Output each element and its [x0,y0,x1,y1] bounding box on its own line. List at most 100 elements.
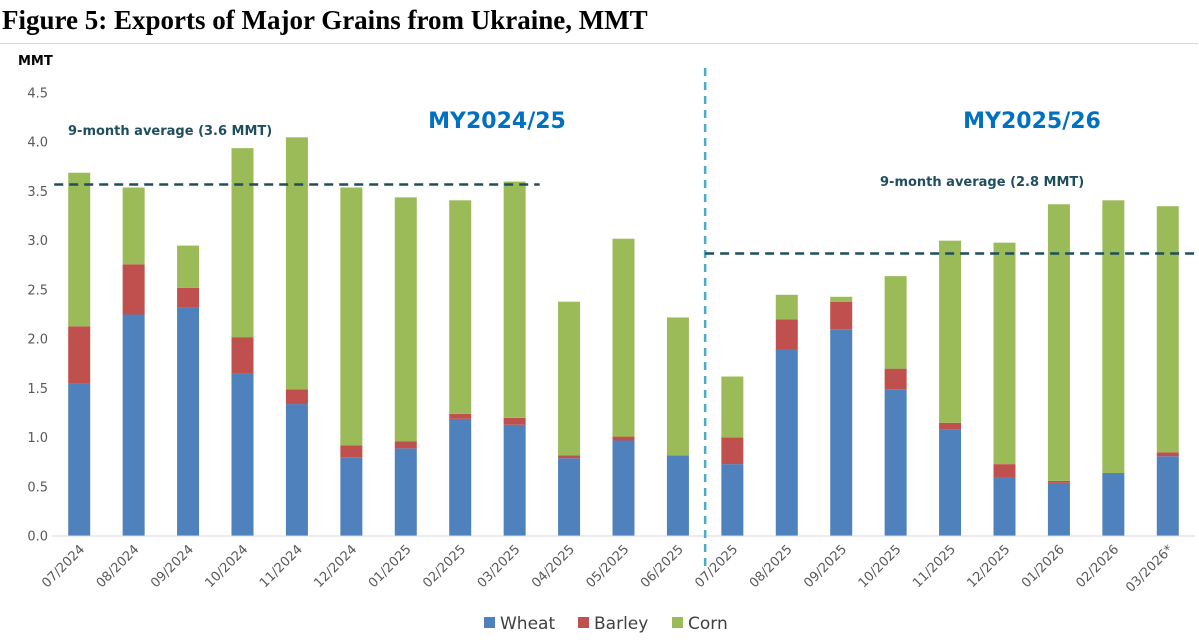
x-tick-label: 08/2024 [94,542,143,591]
legend-label: Corn [688,614,728,634]
x-tick-label: 07/2024 [39,542,88,591]
bar-segment-barley [68,326,91,384]
legend-swatch-barley [578,617,589,628]
y-tick-label: 0.0 [27,530,48,545]
bar-segment-barley [884,368,907,390]
y-tick-label: 0.5 [27,480,48,495]
bar-segment-wheat [340,457,363,536]
y-tick-label: 2.0 [27,333,48,348]
bar-segment-barley [340,445,363,458]
y-tick-label: 1.0 [27,431,48,446]
x-tick-label: 12/2024 [311,542,360,591]
y-tick-label: 4.0 [27,136,48,151]
bar-segment-wheat [285,404,308,536]
bar-segment-corn [503,181,526,418]
x-tick-label: 02/2025 [420,542,469,591]
x-tick-label: 07/2025 [692,542,741,591]
y-tick-label: 3.5 [27,185,48,200]
y-tick-label: 1.5 [27,382,48,397]
y-tick-label: 2.5 [27,283,48,298]
bar-segment-barley [1156,452,1179,457]
chart-frame [0,43,1198,639]
bar-segment-corn [558,301,581,456]
bar-segment-corn [177,245,200,288]
bar-segment-corn [612,238,635,437]
bar-segment-wheat [122,314,145,536]
bar-segment-wheat [1047,482,1070,536]
bar-segment-wheat [558,458,581,536]
bar-segment-corn [1156,206,1179,453]
x-tick-label: 04/2025 [529,542,578,591]
y-tick-label: 4.5 [27,87,48,102]
x-tick-label: 10/2024 [203,542,252,591]
legend-label: Barley [594,614,648,634]
bar-segment-wheat [721,464,744,536]
x-axis-ticks: 07/2024 08/2024 09/2024 10/2024 11/2024 12/20… [39,542,1177,596]
bar-segment-barley [939,422,962,430]
x-tick-label: 10/2025 [856,542,905,591]
x-tick-label: 02/2026 [1073,542,1122,591]
bar-segment-corn [394,197,417,442]
bars [68,137,1179,536]
figure-title: Figure 5: Exports of Major Grains from U… [2,5,648,35]
annotations: MY2024/25 MY2025/26 9-month average (3.6 M… [52,68,1195,568]
bar-segment-wheat [666,455,689,536]
bar-segment-barley [830,301,853,330]
bar-segment-wheat [231,373,254,536]
bar-segment-corn [884,276,907,369]
bar-segment-wheat [884,389,907,536]
legend-swatch-wheat [484,617,495,628]
x-tick-label: 09/2025 [801,542,850,591]
bar-segment-corn [231,148,254,338]
bar-segment-corn [122,187,145,265]
x-tick-label: 03/2025 [475,542,524,591]
bar-segment-wheat [68,383,91,536]
bar-segment-corn [830,296,853,302]
legend-swatch-corn [672,617,683,628]
bar-segment-corn [285,137,308,390]
bar-segment-corn [666,317,689,456]
bar-segment-barley [1047,480,1070,483]
bar-segment-wheat [394,448,417,536]
bar-segment-corn [775,294,798,320]
bar-segment-barley [285,389,308,405]
bar-segment-corn [340,187,363,446]
bar-segment-barley [122,264,145,315]
bar-segment-barley [775,319,798,350]
bar-segment-corn [939,240,962,423]
bar-segment-corn [1102,200,1125,473]
bar-segment-wheat [830,329,853,536]
x-tick-label: 11/2025 [910,542,959,591]
bar-segment-wheat [503,424,526,536]
bar-segment-wheat [1102,473,1125,536]
bar-segment-barley [449,413,472,419]
bar-segment-wheat [177,307,200,536]
bar-segment-barley [394,441,417,449]
bar-segment-barley [177,287,200,308]
bar-segment-corn [721,376,744,438]
bar-segment-barley [721,437,744,465]
x-tick-label: 09/2024 [148,542,197,591]
bar-segment-corn [1047,204,1070,481]
legend-label: Wheat [500,614,555,634]
bar-segment-barley [612,436,635,441]
bar-segment-corn [993,242,1016,465]
x-tick-label: 06/2025 [638,542,687,591]
x-tick-label: 03/2026* [1123,542,1177,596]
bar-segment-barley [993,464,1016,478]
bar-segment-wheat [449,418,472,536]
bar-segment-wheat [939,429,962,536]
x-tick-label: 08/2025 [747,542,796,591]
bar-segment-wheat [1156,456,1179,536]
bar-segment-corn [449,200,472,414]
y-axis-unit-label: MMT [18,54,53,69]
y-tick-label: 3.0 [27,234,48,249]
bar-segment-barley [231,337,254,374]
bar-segment-corn [68,172,91,327]
bar-segment-wheat [993,477,1016,536]
marketing-year-label: MY2024/25 [428,109,566,134]
bar-segment-barley [558,455,581,459]
x-tick-label: 12/2025 [965,542,1014,591]
x-tick-label: 01/2025 [366,542,415,591]
